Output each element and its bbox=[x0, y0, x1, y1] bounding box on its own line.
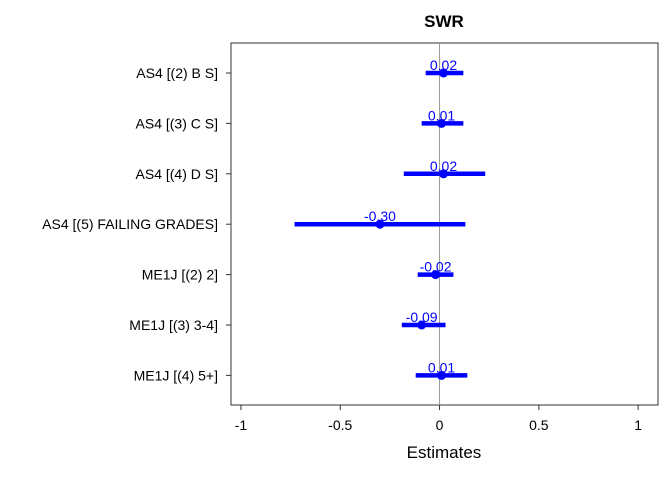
estimate-label: 0.02 bbox=[430, 158, 457, 174]
point-estimate bbox=[417, 320, 427, 330]
estimate-label: 0.01 bbox=[428, 107, 455, 123]
point-estimate bbox=[375, 219, 385, 229]
chart-marks: -1 -0.5 0 0.5 1 AS4 [(2) B S] 0.02 AS4 [(3) C S… bbox=[42, 43, 642, 433]
x-tick-label: 1 bbox=[634, 417, 642, 433]
y-tick-label: AS4 [(2) B S] bbox=[136, 65, 218, 81]
estimate-label: 0.02 bbox=[430, 57, 457, 73]
y-tick-label: ME1J [(4) 5+] bbox=[134, 367, 218, 383]
chart-title: SWR bbox=[424, 12, 464, 31]
x-tick-label: 0.5 bbox=[529, 417, 549, 433]
point-estimate bbox=[439, 169, 449, 179]
x-tick-label: -1 bbox=[235, 417, 248, 433]
x-tick-label: -0.5 bbox=[328, 417, 352, 433]
point-estimate bbox=[431, 270, 441, 280]
estimate-label: -0.30 bbox=[364, 208, 396, 224]
point-estimate bbox=[439, 68, 449, 78]
y-tick-label: AS4 [(5) FAILING GRADES] bbox=[42, 216, 218, 232]
estimate-label: -0.02 bbox=[420, 259, 452, 275]
estimate-label: 0.01 bbox=[428, 359, 455, 375]
y-tick-label: AS4 [(4) D S] bbox=[136, 166, 218, 182]
y-tick-label: ME1J [(2) 2] bbox=[142, 267, 218, 283]
x-tick-label: 0 bbox=[436, 417, 444, 433]
x-axis-label: Estimates bbox=[407, 443, 482, 462]
point-estimate bbox=[437, 118, 447, 128]
y-tick-label: ME1J [(3) 3-4] bbox=[129, 317, 218, 333]
estimate-label: -0.09 bbox=[406, 309, 438, 325]
y-tick-label: AS4 [(3) C S] bbox=[136, 115, 218, 131]
point-estimate bbox=[437, 370, 447, 380]
